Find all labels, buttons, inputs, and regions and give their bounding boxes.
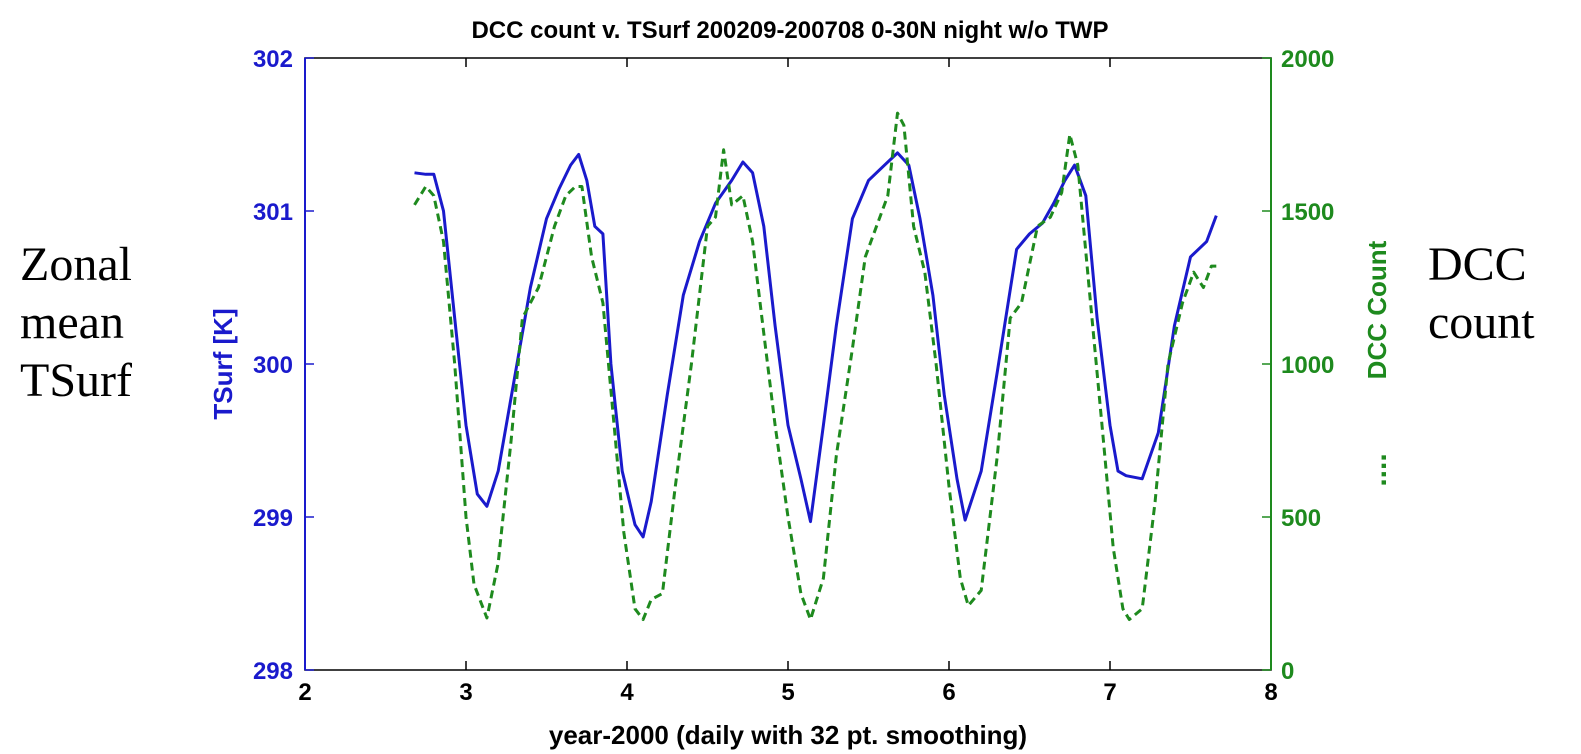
dcc-count-series-line [413, 111, 1217, 621]
left-axis-ticks: 298 299 300 301 302 [253, 46, 314, 685]
left-note-line: TSurf [20, 354, 132, 407]
left-note-line: mean [20, 296, 124, 349]
left-tick-label: 301 [253, 199, 293, 226]
left-note-line: Zonal [20, 238, 132, 291]
x-tick-label: 7 [1103, 679, 1116, 706]
x-axis-label: year-2000 (daily with 32 pt. smoothing) [549, 720, 1027, 750]
right-tick-label: 0 [1281, 658, 1294, 685]
right-tick-label: 1000 [1281, 352, 1334, 379]
left-tick-label: 300 [253, 352, 293, 379]
left-tick-label: 299 [253, 505, 293, 532]
right-tick-label: 1500 [1281, 199, 1334, 226]
right-tick-label: 2000 [1281, 46, 1334, 73]
left-tick-label: 298 [253, 658, 293, 685]
x-tick-label: 6 [942, 679, 955, 706]
tsurf-series-line [414, 151, 1218, 539]
right-note-line: count [1428, 296, 1535, 349]
chart-title: DCC count v. TSurf 200209-200708 0-30N n… [471, 17, 1108, 44]
y-axis-label-left: TSurf [K] [208, 308, 238, 419]
y-axis-label-right-marker: .... [1360, 453, 1393, 486]
left-side-note: Zonal mean TSurf [20, 236, 132, 410]
plot-area [304, 57, 1272, 671]
right-axis-ticks: 0 500 1000 1500 2000 [1262, 46, 1334, 685]
left-tick-label: 302 [253, 46, 293, 73]
right-side-note: DCC count [1428, 236, 1535, 352]
series-layer [413, 111, 1218, 621]
x-tick-label: 3 [459, 679, 472, 706]
right-note-line: DCC [1428, 238, 1527, 291]
x-tick-label: 2 [298, 679, 311, 706]
x-tick-label: 5 [781, 679, 794, 706]
y-axis-label-right: DCC Count [1362, 240, 1392, 379]
x-tick-label: 8 [1264, 679, 1277, 706]
right-tick-label: 500 [1281, 505, 1321, 532]
x-tick-label: 4 [620, 679, 634, 706]
